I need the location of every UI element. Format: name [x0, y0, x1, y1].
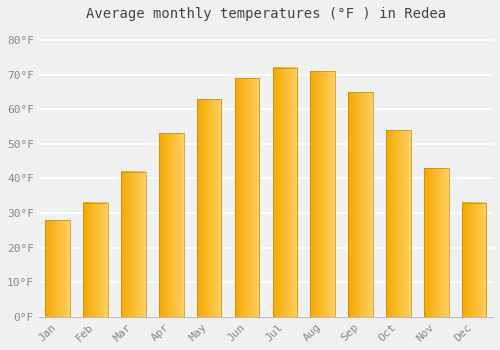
Bar [424, 168, 448, 317]
Bar [348, 92, 373, 317]
Bar [159, 133, 184, 317]
Title: Average monthly temperatures (°F ) in Redea: Average monthly temperatures (°F ) in Re… [86, 7, 446, 21]
Bar [121, 172, 146, 317]
Bar [234, 78, 260, 317]
Bar [310, 71, 335, 317]
Bar [84, 203, 108, 317]
Bar [46, 220, 70, 317]
Bar [197, 99, 222, 317]
Bar [272, 68, 297, 317]
Bar [386, 130, 410, 317]
Bar [462, 203, 486, 317]
